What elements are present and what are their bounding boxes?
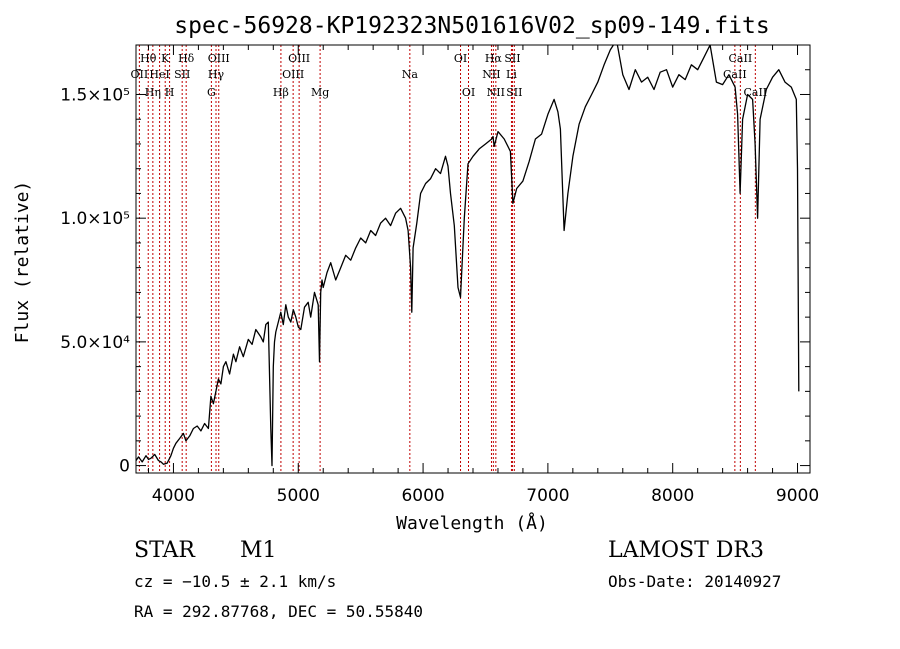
x-tick-label-5: 9000 xyxy=(776,486,819,506)
plot-frame xyxy=(135,44,811,474)
observation-date: Obs-Date: 20140927 xyxy=(608,572,782,591)
line-label-2: Hη xyxy=(145,86,161,99)
line-label-18: NII xyxy=(482,68,500,81)
object-class: STAR xyxy=(134,538,195,563)
line-label-1: Hθ xyxy=(140,52,157,65)
line-label-15: Na xyxy=(402,68,419,81)
line-label-22: SII xyxy=(504,52,520,65)
line-label-8: G xyxy=(207,86,216,99)
y-tick-label-2: 1.0×10⁵ xyxy=(60,209,130,229)
spectrum-series xyxy=(136,45,800,467)
line-label-20: NII xyxy=(487,86,505,99)
line-label-0: OII xyxy=(131,68,149,81)
y-tick-label-0: 0 xyxy=(119,457,130,477)
x-tick-label-4: 8000 xyxy=(651,486,694,506)
line-label-3: HeI xyxy=(149,68,169,81)
redshift-info: cz = −10.5 ± 2.1 km/s xyxy=(134,572,337,591)
x-tick-label-0: 4000 xyxy=(152,486,195,506)
spectral-line-labels: OII Hθ Hη HeI K H SII Hδ G Hγ OIII Hβ OIII OIII Mg Na OI… xyxy=(131,52,768,99)
line-label-7: Hδ xyxy=(178,52,195,65)
line-label-19: Hα xyxy=(485,52,503,65)
y-tick-label-3: 1.5×10⁵ xyxy=(60,85,130,105)
x-axis-label: Wavelength (Å) xyxy=(396,512,548,534)
line-label-23: SII xyxy=(506,86,522,99)
line-label-24: CaII xyxy=(723,68,747,81)
survey-name: LAMOST DR3 xyxy=(608,538,764,563)
line-label-17: OI xyxy=(462,86,475,99)
spectral-line-markers xyxy=(138,45,756,473)
y-tick-label-1: 5.0×10⁴ xyxy=(60,333,130,353)
line-label-11: Hβ xyxy=(273,86,289,99)
line-label-12: OIII xyxy=(282,68,304,81)
line-label-5: H xyxy=(165,86,175,99)
line-label-13: OIII xyxy=(288,52,310,65)
line-label-10: OIII xyxy=(208,52,230,65)
x-tick-label-1: 5000 xyxy=(277,486,320,506)
spectrum-line xyxy=(136,45,800,467)
line-label-6: SII xyxy=(174,68,190,81)
y-axis-ticks: 0 5.0×10⁴ 1.0×10⁵ 1.5×10⁵ xyxy=(60,69,810,477)
x-axis-ticks: 4000 5000 6000 7000 8000 9000 xyxy=(147,45,819,506)
x-tick-label-2: 6000 xyxy=(401,486,444,506)
line-label-4: K xyxy=(161,52,170,65)
line-label-9: Hγ xyxy=(208,68,225,81)
chart-title: spec-56928-KP192323N501616V02_sp09-149.f… xyxy=(174,13,769,39)
y-axis-label: Flux (relative) xyxy=(12,181,33,344)
object-subclass: M1 xyxy=(240,538,277,563)
line-label-16: OI xyxy=(454,52,467,65)
coordinates-info: RA = 292.87768, DEC = 50.55840 xyxy=(134,602,423,621)
line-label-25: CaII xyxy=(729,52,753,65)
x-tick-label-3: 7000 xyxy=(526,486,569,506)
line-label-21: Li xyxy=(506,68,517,81)
line-label-14: Mg xyxy=(311,86,329,99)
